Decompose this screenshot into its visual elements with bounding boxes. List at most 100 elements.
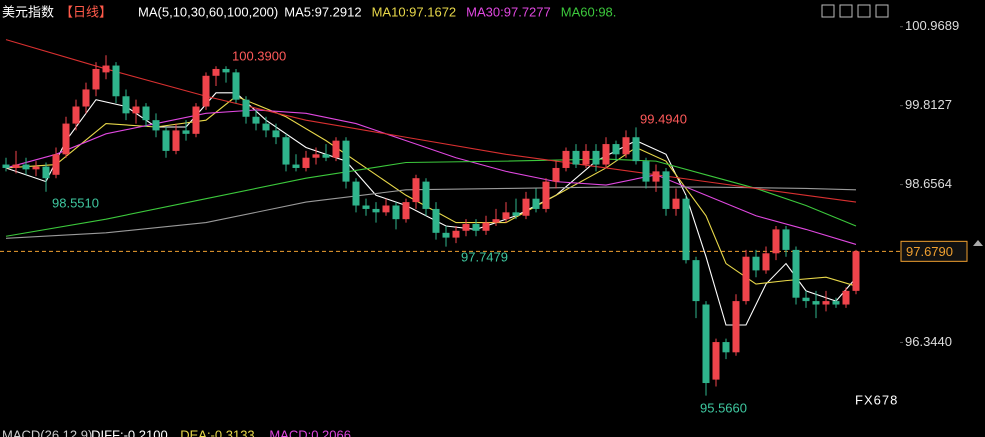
candle-body — [692, 260, 700, 302]
candle-body — [82, 89, 90, 107]
candle-body — [722, 342, 730, 353]
y-tick-label: 96.3440 — [905, 334, 952, 349]
tool-icon[interactable] — [875, 4, 889, 18]
ma-line — [5, 109, 857, 245]
candle-body — [22, 164, 30, 170]
candle-body — [362, 205, 370, 209]
candle-body — [482, 222, 490, 231]
y-tick-label: 98.6564 — [905, 176, 952, 191]
candle-body — [142, 106, 150, 121]
candle-body — [372, 208, 380, 213]
candle-body — [112, 65, 120, 97]
candle-body — [562, 150, 570, 168]
annotation: 97.7479 — [461, 249, 508, 264]
tool-icon[interactable] — [857, 4, 871, 18]
candle-body — [802, 297, 810, 302]
scroll-marker — [973, 240, 983, 246]
candle-body — [432, 208, 440, 233]
candle-body — [132, 106, 140, 114]
candle-body — [462, 223, 470, 231]
tool-icon[interactable] — [821, 4, 835, 18]
last-price-box — [900, 240, 968, 262]
candle-body — [672, 198, 680, 209]
candle-body — [412, 178, 420, 203]
candle-body — [712, 342, 720, 380]
candle-body — [12, 164, 20, 168]
candle-body — [632, 137, 640, 162]
candle-body — [682, 198, 690, 261]
candle-body — [182, 130, 190, 134]
ma-line — [5, 186, 857, 239]
footer-text: DEA:-0.3133 — [180, 427, 254, 437]
candle-body — [342, 140, 350, 182]
y-tick-label: 99.8127 — [905, 97, 952, 112]
header-text: 【日线】 — [60, 4, 112, 19]
candle-body — [812, 301, 820, 305]
header-text: 美元指数 — [2, 4, 54, 19]
candle-body — [102, 65, 110, 73]
candle-body — [62, 123, 70, 155]
candle-body — [92, 68, 100, 90]
candle-body — [322, 154, 330, 158]
legend-entry: MA10:97.1672 — [372, 4, 457, 19]
candle-body — [332, 140, 340, 158]
candle-body — [232, 72, 240, 100]
candle-body — [152, 120, 160, 131]
candle-body — [852, 251, 860, 291]
candle-body — [242, 99, 250, 117]
header-text: MA(5,10,30,60,100,200) — [138, 4, 278, 19]
annotation: 98.5510 — [52, 195, 99, 210]
legend-entry: MA30:97.7277 — [466, 4, 551, 19]
ma-line — [5, 92, 857, 326]
footer-text: MACD:0.2066 — [269, 427, 351, 437]
candle-body — [622, 137, 630, 155]
candle-body — [512, 212, 520, 216]
candle-body — [792, 249, 800, 298]
candle-body — [642, 161, 650, 182]
candle-body — [302, 157, 310, 168]
candle-body — [2, 164, 10, 168]
candle-body — [612, 144, 620, 155]
candle-body — [652, 171, 660, 182]
legend-entry: MA60:98. — [561, 4, 617, 19]
candle-body — [662, 171, 670, 209]
candle-body — [192, 106, 200, 134]
ma-line — [5, 95, 857, 287]
candle-body — [162, 130, 170, 151]
candle-body — [252, 116, 260, 124]
last-price-label: 97.6790 — [906, 244, 953, 259]
candle-body — [602, 144, 610, 165]
candle-body — [522, 198, 530, 216]
candle-body — [42, 166, 50, 179]
candle-body — [422, 181, 430, 209]
candle-body — [492, 219, 500, 223]
candle-body — [822, 301, 830, 305]
candle-body — [262, 123, 270, 131]
candle-body — [732, 301, 740, 353]
candle-body — [742, 256, 750, 302]
y-tick-label: 100.9689 — [905, 18, 959, 33]
footer-text: MACD(26,12,9) — [2, 427, 92, 437]
candle-body — [312, 154, 320, 158]
ma-line — [5, 39, 857, 203]
watermark: FX678 — [855, 392, 898, 407]
candle-body — [32, 166, 40, 170]
candle-body — [442, 232, 450, 238]
candle-body — [172, 130, 180, 151]
tool-icon[interactable] — [839, 4, 853, 18]
candle-body — [572, 150, 580, 165]
candle-body — [752, 256, 760, 271]
candle-body — [352, 181, 360, 206]
candle-body — [782, 229, 790, 250]
candle-body — [392, 205, 400, 220]
candle-body — [532, 198, 540, 209]
footer-text: DIFF:-0.2100 — [91, 427, 168, 437]
candle-body — [452, 230, 460, 238]
candle-body — [292, 164, 300, 168]
candle-body — [552, 167, 560, 182]
candle-body — [382, 205, 390, 213]
candle-body — [472, 223, 480, 231]
candle-body — [402, 202, 410, 220]
